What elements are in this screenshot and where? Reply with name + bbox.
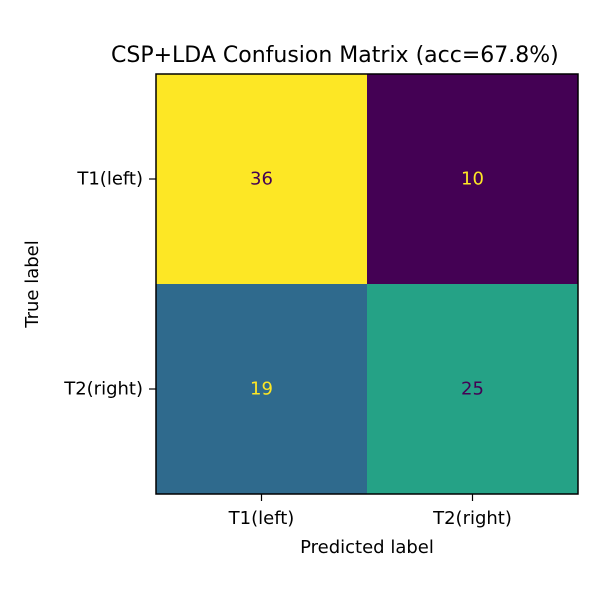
cell-value-label-r0-c0: 36 [250, 169, 273, 190]
plot-frame [155, 73, 579, 495]
cell-value-label-r1-c1: 25 [461, 379, 484, 400]
heatmap-cell-r0-c1 [367, 74, 578, 284]
heatmap-cell-r0-c0 [156, 74, 367, 284]
y-axis-ticks: T1(left) T2(right) [63, 169, 156, 400]
heatmap-cells [156, 74, 578, 494]
x-tick-label-0: T1(left) [228, 508, 295, 529]
heatmap-cell-r1-c0 [156, 284, 367, 494]
x-tick-label-1: T2(right) [432, 508, 512, 529]
x-axis-ticks: T1(left) T2(right) [228, 494, 512, 529]
cell-value-label-r0-c1: 10 [461, 169, 484, 190]
heatmap-cell-r1-c1 [367, 284, 578, 494]
y-tick-label-1: T2(right) [63, 379, 143, 400]
x-axis-label: Predicted label [300, 537, 434, 558]
heatmap-cell-labels: 36 10 19 25 [250, 169, 484, 400]
y-axis-label: True label [22, 240, 43, 329]
y-tick-label-0: T1(left) [76, 169, 143, 190]
chart-title: CSP+LDA Confusion Matrix (acc=67.8%) [111, 43, 559, 68]
cell-value-label-r1-c0: 19 [250, 379, 273, 400]
